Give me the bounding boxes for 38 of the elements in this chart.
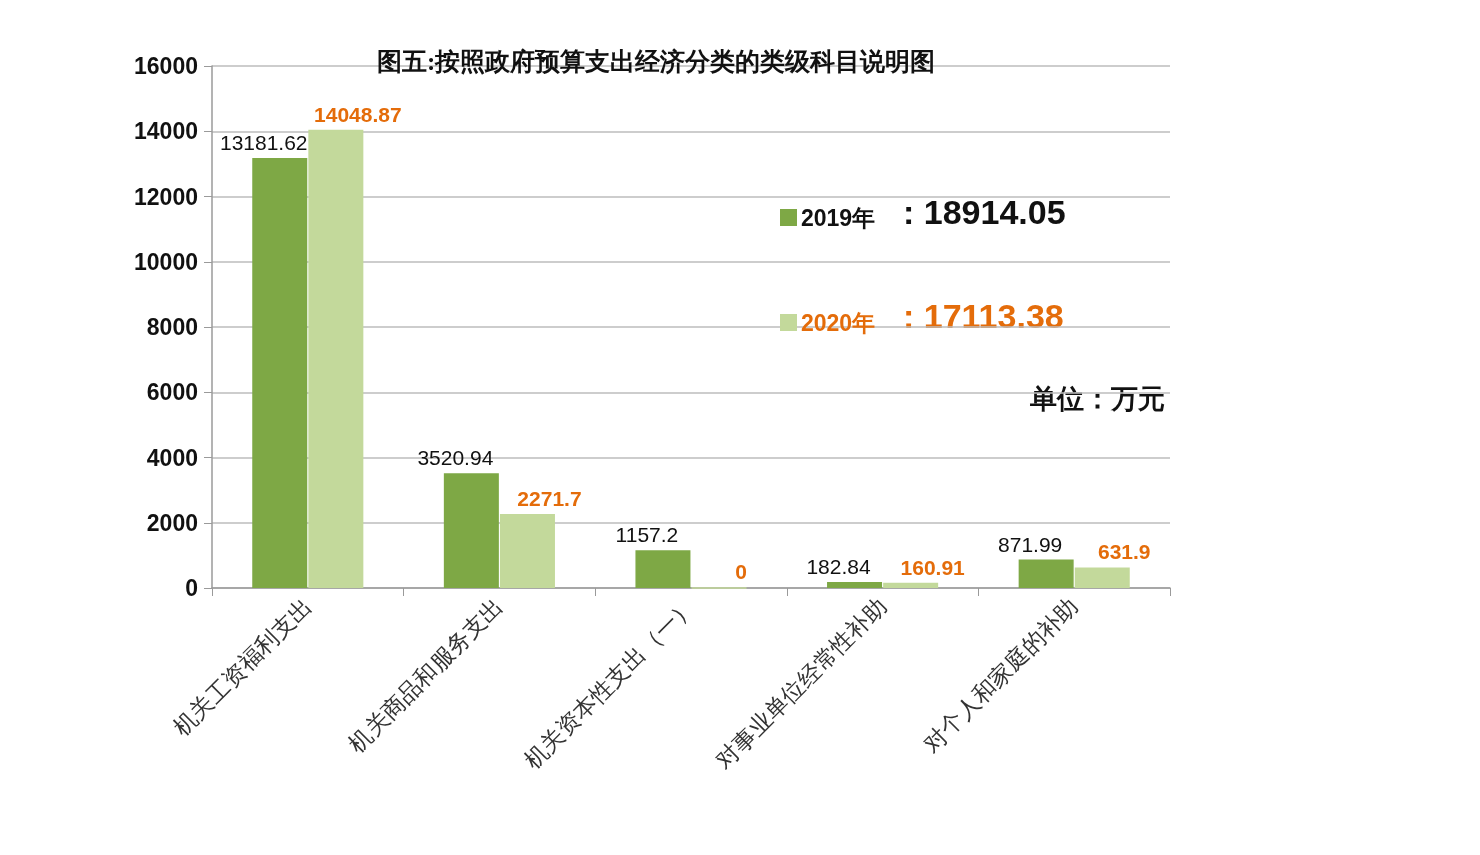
legend-label: 2020年 (801, 309, 876, 336)
bar (499, 513, 555, 588)
legend-label: 2019年 (801, 204, 876, 231)
bar (635, 550, 691, 588)
y-tick-label: 4000 (146, 444, 198, 471)
y-tick-label: 16000 (134, 53, 198, 79)
x-tick-label: 机关资本性支出（一） (519, 593, 700, 774)
x-tick-label: 机关商品和服务支出 (344, 593, 509, 758)
y-tick-label: 2000 (146, 509, 198, 536)
bar (883, 582, 939, 588)
data-label: 871.99 (998, 532, 1063, 556)
y-tick-label: 8000 (146, 314, 198, 340)
annotation: : 17113.38 (903, 297, 1064, 335)
annotation: 单位：万元 (1029, 383, 1165, 414)
data-label: 160.91 (900, 555, 966, 579)
bar (1018, 559, 1074, 588)
y-tick-label: 6000 (146, 379, 198, 406)
data-label: 0 (735, 560, 747, 584)
bar (252, 157, 308, 588)
bar (443, 473, 499, 588)
x-tick-label: 对事业单位经常性补助 (711, 593, 892, 774)
data-label: 182.84 (806, 555, 871, 579)
x-tick-label: 对个人和家庭的补助 (918, 593, 1084, 758)
bar (1074, 567, 1130, 588)
data-label: 13181.62 (219, 130, 308, 154)
annotation: : 18914.05 (903, 193, 1066, 231)
y-tick-label: 0 (185, 575, 198, 601)
bar (827, 582, 883, 588)
y-tick-label: 12000 (134, 183, 198, 210)
bar (308, 129, 364, 588)
data-label: 14048.87 (314, 102, 402, 126)
y-tick-label: 10000 (134, 248, 198, 275)
data-label: 1157.2 (615, 523, 679, 547)
data-label: 631.9 (1097, 540, 1151, 564)
data-label: 2271.7 (517, 486, 582, 510)
data-label: 3520.94 (417, 446, 494, 470)
y-tick-label: 14000 (134, 118, 198, 145)
chart-title: 图五:按照政府预算支出经济分类的类级科目说明图 (377, 48, 936, 75)
